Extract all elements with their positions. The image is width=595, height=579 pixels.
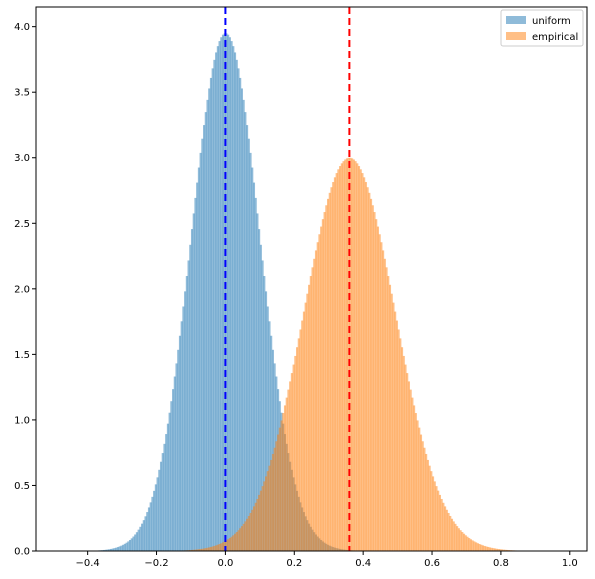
y-tick-label: 4.0: [14, 22, 30, 33]
x-tick-label: 0.0: [217, 558, 233, 569]
x-tick-label: −0.2: [144, 558, 168, 569]
x-tick-label: 0.6: [424, 558, 440, 569]
x-tick-label: 0.2: [286, 558, 302, 569]
legend-label-empirical: empirical: [532, 32, 578, 43]
y-tick-label: 2.5: [14, 219, 30, 230]
y-tick-label: 3.0: [14, 153, 30, 164]
x-tick-label: 0.4: [355, 558, 371, 569]
legend: uniform empirical: [501, 10, 583, 46]
legend-label-uniform: uniform: [532, 16, 571, 27]
y-tick-label: 0.0: [14, 547, 30, 558]
legend-swatch-uniform: [506, 16, 526, 24]
x-tick-label: −0.4: [76, 558, 100, 569]
x-tick-label: 1.0: [562, 558, 578, 569]
y-tick-label: 2.0: [14, 284, 30, 295]
y-tick-label: 1.0: [14, 415, 30, 426]
x-tick-label: 0.8: [493, 558, 509, 569]
y-tick-label: 3.5: [14, 88, 30, 99]
y-tick-label: 0.5: [14, 481, 30, 492]
legend-swatch-empirical: [506, 32, 526, 40]
y-tick-label: 1.5: [14, 350, 30, 361]
